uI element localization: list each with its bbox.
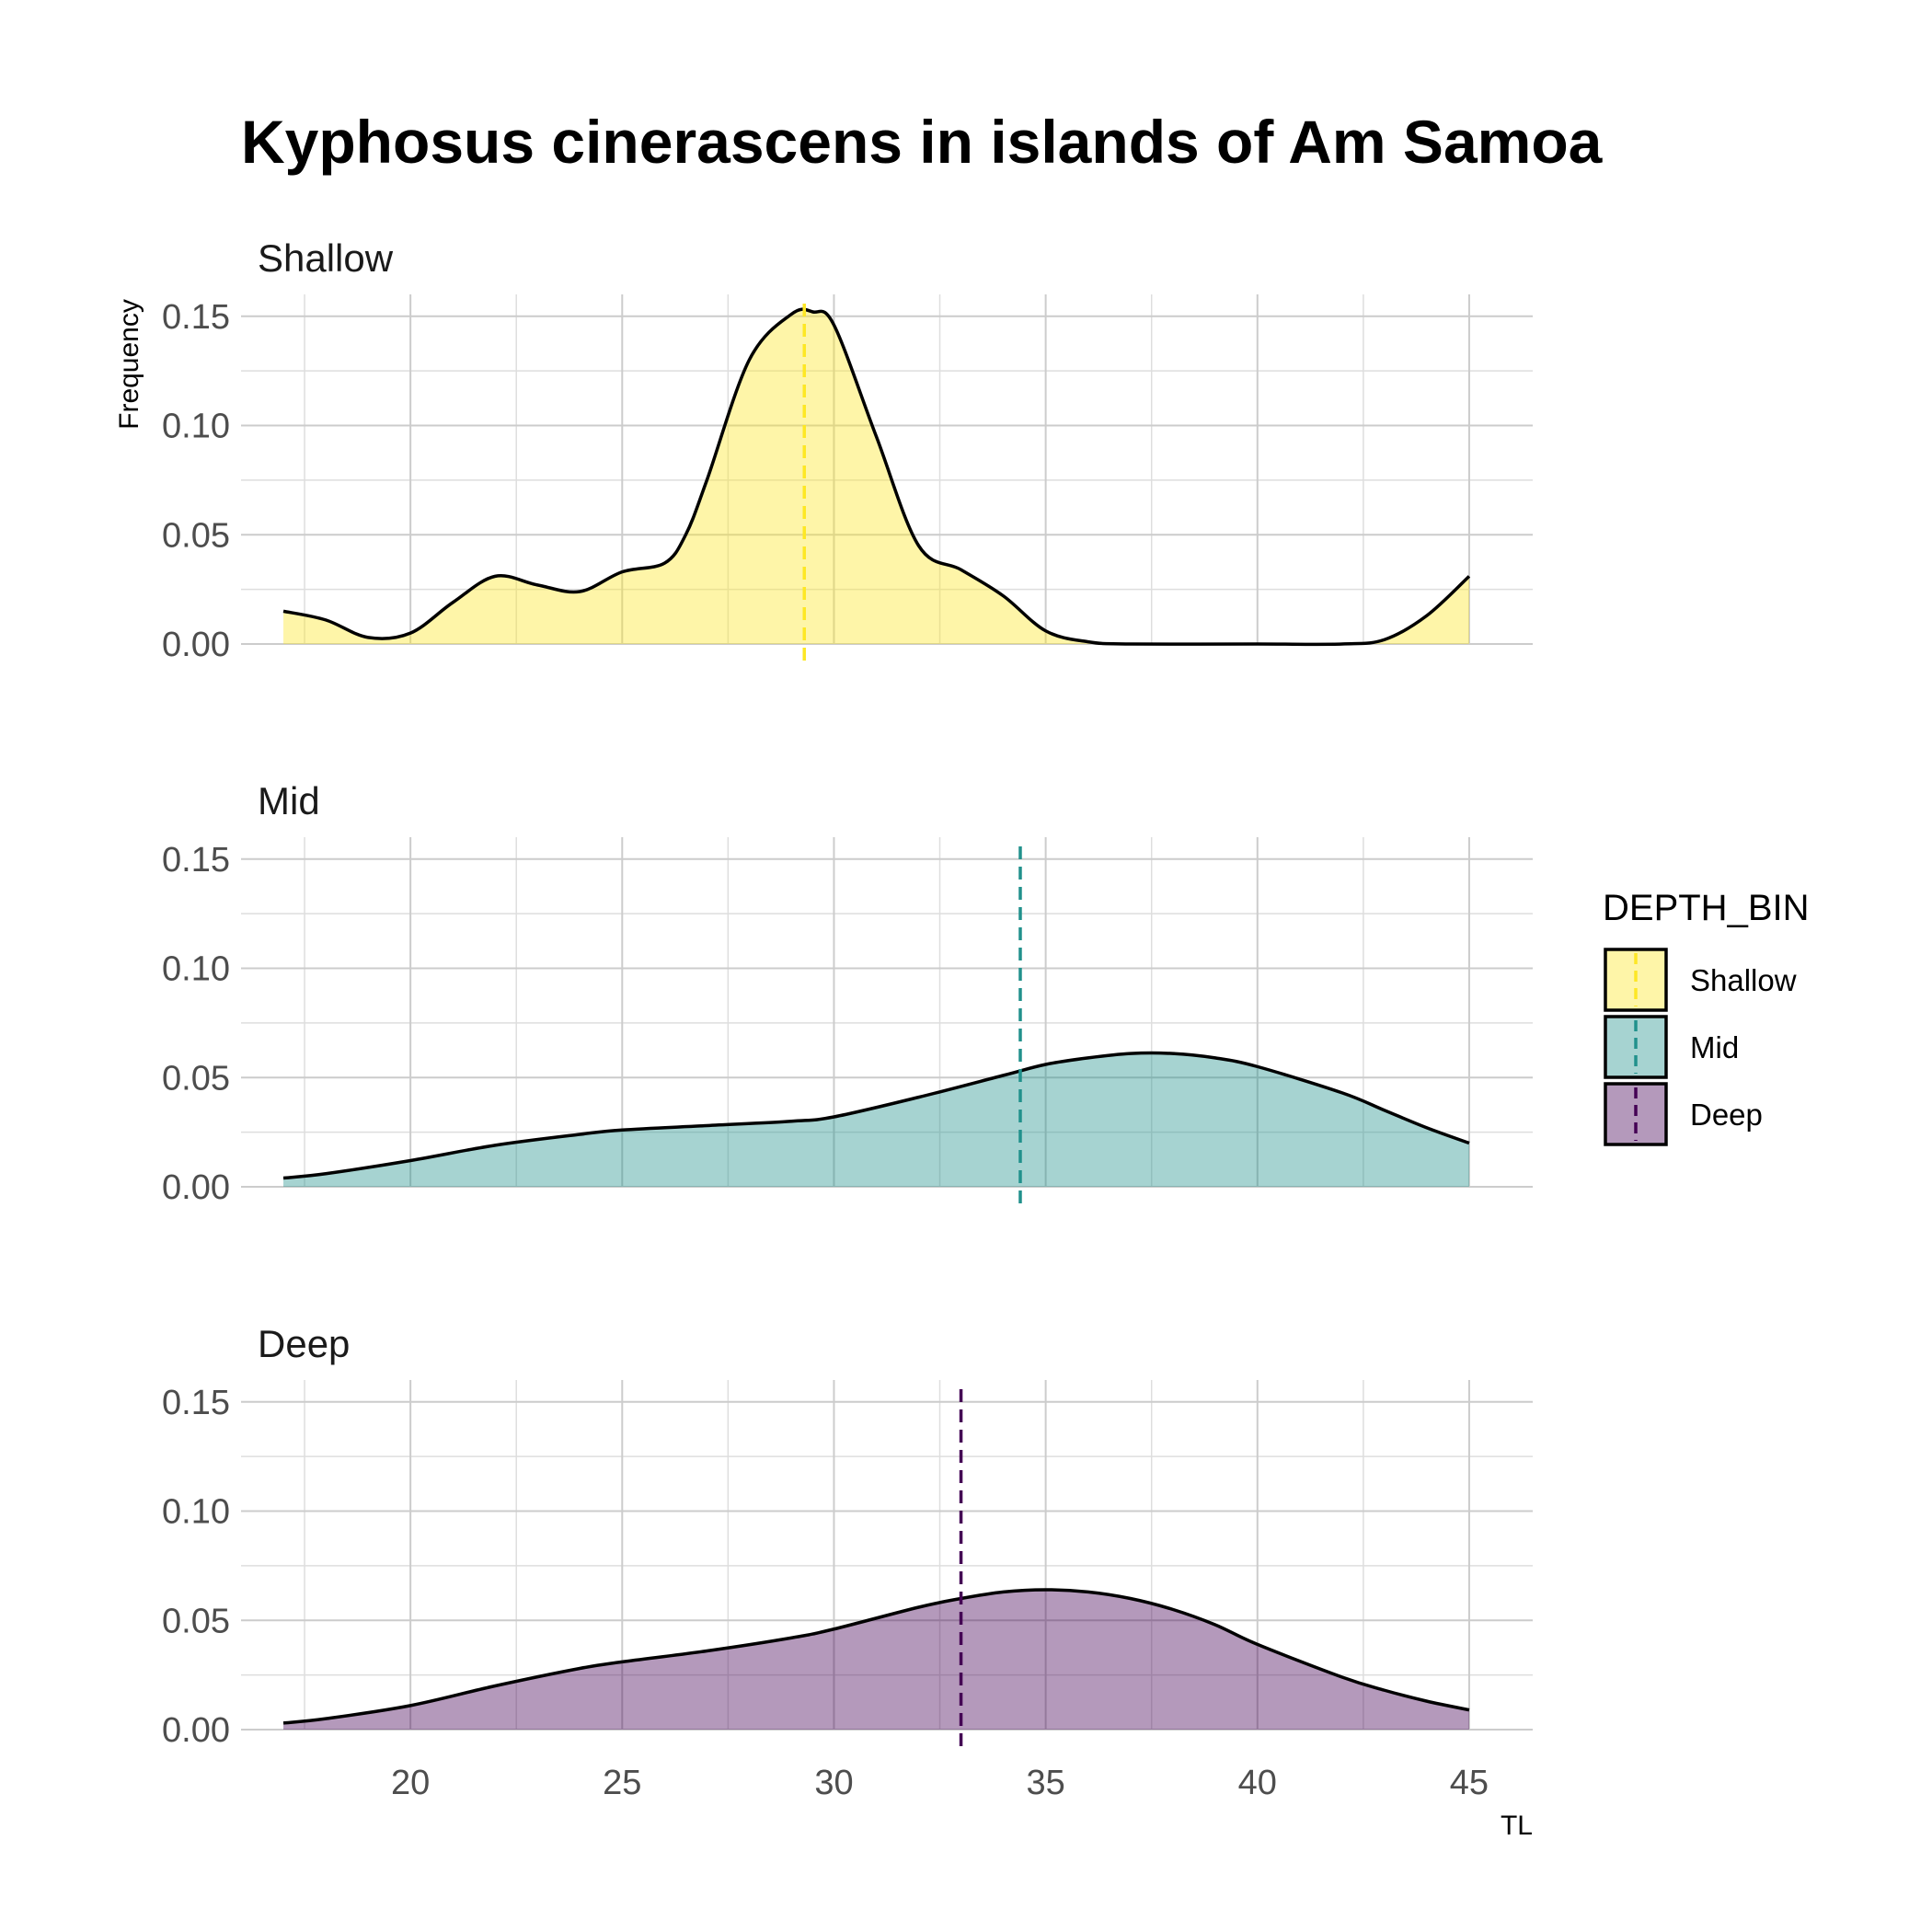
legend-entries: Shallow Mid Deep (1604, 948, 1797, 1146)
x-tick-label: 25 (603, 1764, 641, 1802)
y-tick-label: 0.00 (162, 626, 230, 664)
legend-label: Shallow (1690, 963, 1797, 997)
legend-entry-deep: Deep (1604, 1082, 1763, 1146)
y-tick-label: 0.05 (162, 1059, 230, 1098)
y-tick-label: 0.15 (162, 298, 230, 337)
x-tick-label: 40 (1238, 1764, 1277, 1802)
y-tick-label: 0.00 (162, 1711, 230, 1750)
density-curve (282, 1051, 1470, 1180)
y-tick-label: 0.00 (162, 1168, 230, 1207)
density-area (283, 309, 1469, 645)
y-tick-label: 0.15 (162, 841, 230, 880)
density-area (283, 1590, 1469, 1730)
x-axis-ticks: 20 25 30 35 40 45 (391, 1764, 1489, 1802)
legend-entry-mid: Mid (1604, 1015, 1739, 1079)
density-curve (282, 307, 1471, 647)
panel-deep: Deep 0.00 0.05 0.10 0.15 (162, 1322, 1533, 1750)
legend-label: Deep (1690, 1098, 1763, 1132)
x-tick-label: 20 (391, 1764, 430, 1802)
panel-mid: Mid 0.00 0.05 0.10 0.15 (162, 779, 1533, 1207)
facet-label: Deep (258, 1322, 350, 1365)
x-axis-label: TL (1501, 1811, 1533, 1841)
y-tick-label: 0.10 (162, 1493, 230, 1532)
facet-label: Mid (258, 779, 320, 822)
legend-label: Mid (1690, 1030, 1739, 1064)
y-tick-label: 0.10 (162, 950, 230, 989)
x-tick-label: 35 (1026, 1764, 1064, 1802)
legend-title: DEPTH_BIN (1603, 888, 1810, 928)
y-tick-label: 0.05 (162, 516, 230, 555)
facet-panels: Shallow 0.00 0.05 0.10 0.15 Mid 0.00 0.05 0.10 0.… (162, 236, 1533, 1750)
y-tick-label: 0.05 (162, 1602, 230, 1640)
density-area (283, 1052, 1469, 1187)
facet-label: Shallow (258, 236, 394, 280)
y-tick-label: 0.10 (162, 408, 230, 446)
x-tick-label: 30 (814, 1764, 853, 1802)
x-tick-label: 45 (1450, 1764, 1489, 1802)
legend: DEPTH_BIN Shallow Mid Deep (1603, 888, 1810, 1146)
y-axis-label: Frequency (114, 299, 144, 430)
chart-title: Kyphosus cinerascens in islands of Am Sa… (241, 108, 1604, 176)
panel-shallow: Shallow 0.00 0.05 0.10 0.15 (162, 236, 1533, 664)
legend-entry-shallow: Shallow (1604, 948, 1797, 1012)
y-tick-label: 0.15 (162, 1384, 230, 1422)
